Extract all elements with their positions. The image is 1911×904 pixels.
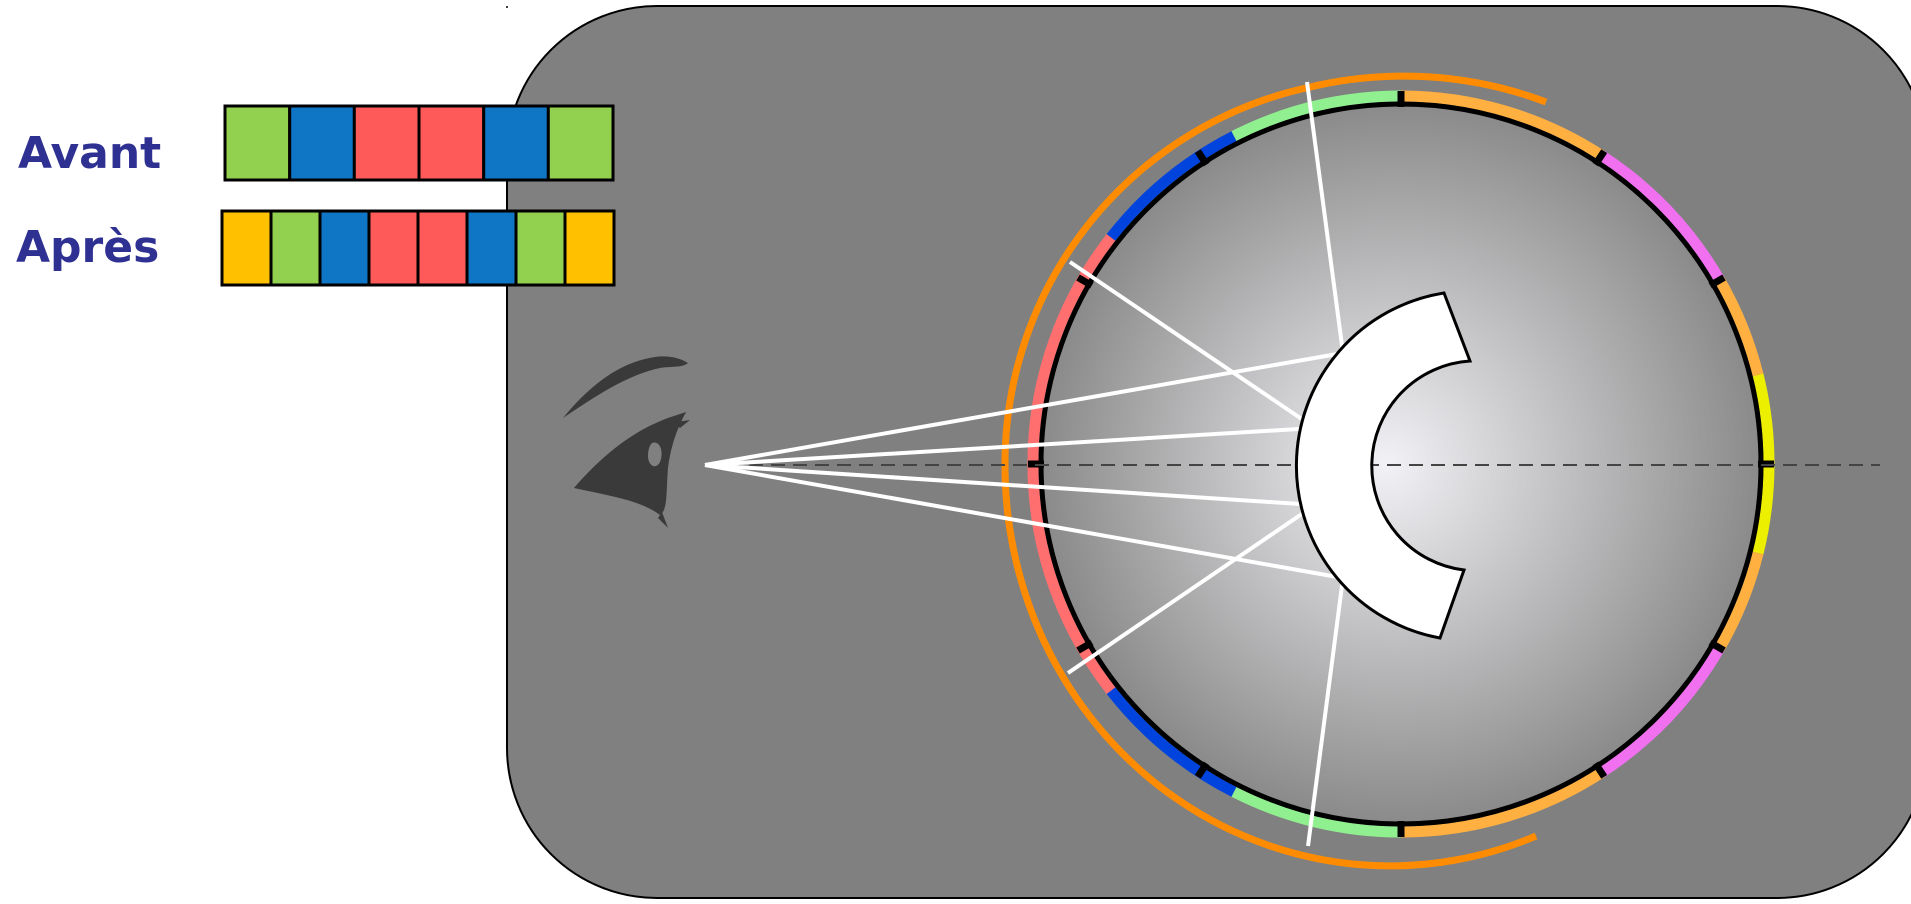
eyelashes (658, 413, 690, 528)
eye-icon (563, 356, 690, 528)
rim-tick-6 (1076, 639, 1094, 654)
color-cell-after-1 (220, 209, 273, 287)
color-cell-after-3 (318, 209, 371, 287)
color-cell-after-8 (563, 209, 616, 287)
ray-upper-inner (704, 426, 1316, 467)
rim-segment-magenta-3 (1598, 150, 1725, 283)
orange-arc-lower (1001, 464, 1538, 870)
color-bar-before (223, 104, 615, 182)
rim-segment-green-1 (1231, 90, 1402, 142)
label-before: Avant (18, 128, 162, 179)
eyelid (574, 412, 686, 515)
color-cell-after-5 (416, 209, 469, 287)
rim-segment-orange-9 (1400, 767, 1605, 838)
rim-tick-2 (1708, 639, 1726, 654)
color-cell-after-7 (514, 209, 567, 287)
rim-tick-5 (1194, 761, 1210, 779)
rim-segment-orange-2 (1400, 90, 1605, 161)
color-cell-before-3 (352, 104, 421, 182)
rim-segment-blue-13 (1106, 131, 1237, 241)
ray-reflected-upper-left (1068, 260, 1317, 430)
ray-reflected-top (1305, 81, 1345, 354)
rim-tick-12 (1708, 274, 1726, 289)
color-cell-before-1 (223, 104, 292, 182)
rim-segment-blue-11 (1106, 687, 1237, 797)
color-cell-after-2 (269, 209, 322, 287)
ray-lower-inner (704, 463, 1316, 507)
pupil (648, 442, 662, 467)
ray-upper-outer (704, 351, 1344, 467)
colored-rim (1027, 90, 1775, 838)
color-cell-after-6 (465, 209, 518, 287)
light-rays (704, 81, 1345, 847)
concave-mirror-icon (1294, 291, 1473, 640)
eyebrow (563, 356, 688, 418)
rim-segment-orange-7 (1714, 551, 1764, 651)
color-cell-before-6 (546, 104, 615, 182)
rim-segment-green-10 (1231, 786, 1402, 838)
rim-segment-yellow-5 (1752, 373, 1775, 465)
color-bar-after (220, 209, 616, 287)
ray-reflected-lower-left (1066, 503, 1317, 675)
rim-segment-yellow-6 (1752, 463, 1775, 555)
rim-tick-8 (1076, 274, 1094, 289)
orange-arc-upper-extension (1305, 72, 1548, 106)
orange-arc-upper (1001, 84, 1307, 466)
color-cell-after-4 (367, 209, 420, 287)
color-cell-before-5 (482, 104, 550, 182)
rim-segment-magenta-8 (1598, 645, 1725, 778)
rim-tick-11 (1592, 149, 1608, 167)
rim-ticks (1028, 91, 1774, 837)
color-cell-before-4 (417, 104, 486, 182)
ray-reflected-bottom (1306, 577, 1345, 847)
label-after: Après (16, 222, 160, 273)
speck (506, 6, 508, 8)
rim-tick-9 (1194, 149, 1210, 167)
color-cell-before-2 (288, 104, 356, 182)
rim-segment-orange-4 (1714, 277, 1764, 377)
rim-tick-3 (1592, 761, 1608, 779)
